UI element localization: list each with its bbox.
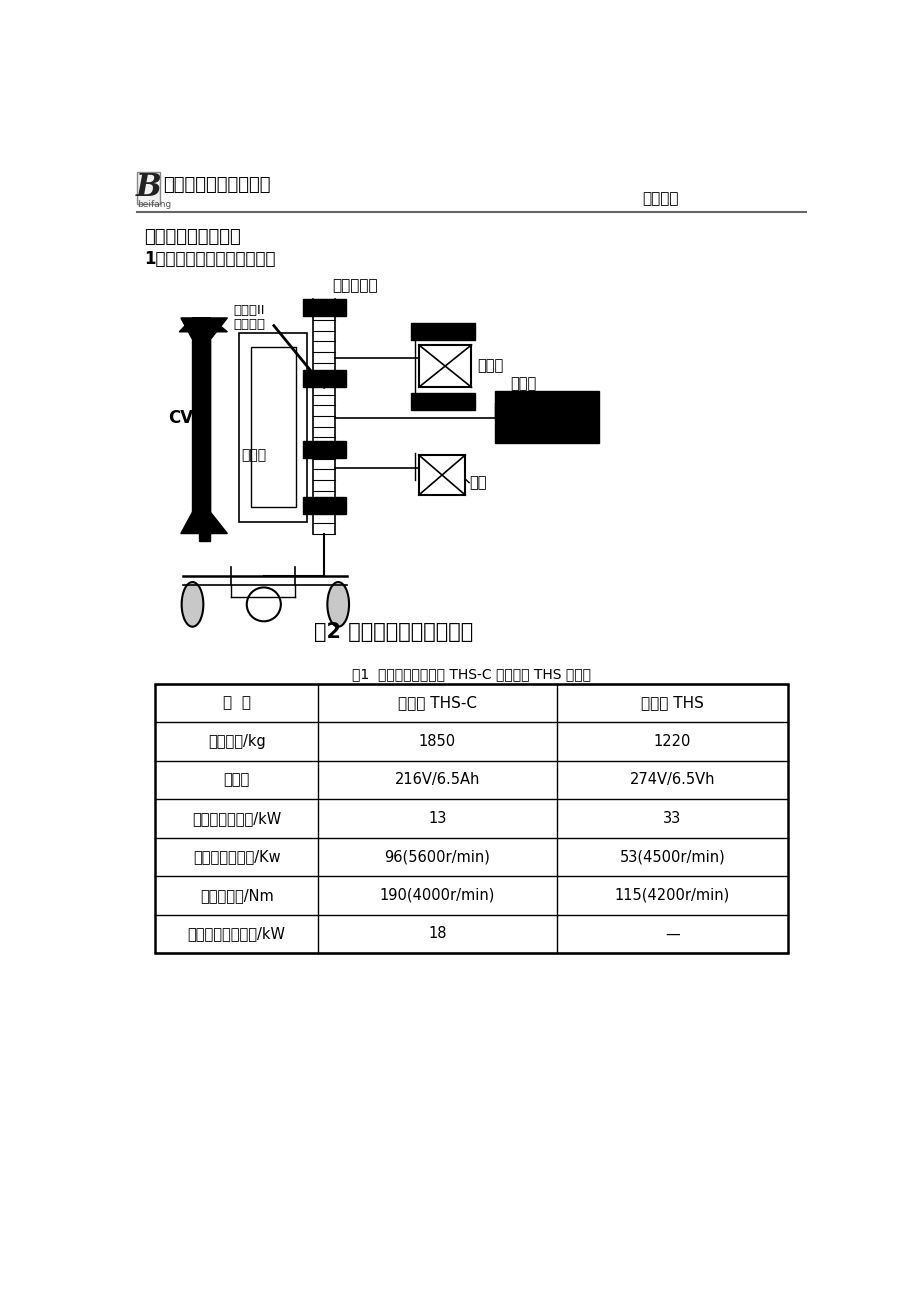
- Polygon shape: [192, 318, 210, 333]
- Text: 190(4000r/min): 190(4000r/min): [380, 888, 494, 904]
- Text: 表1  大霸王混合动力车 THS-C 与普瑞斯 THS 对比表: 表1 大霸王混合动力车 THS-C 与普瑞斯 THS 对比表: [352, 668, 590, 681]
- Text: —: —: [664, 927, 679, 941]
- Text: 大霸王 THS-C: 大霸王 THS-C: [398, 695, 476, 711]
- Circle shape: [498, 408, 516, 427]
- Text: 216V/6.5Ah: 216V/6.5Ah: [394, 772, 480, 788]
- Text: 离合器: 离合器: [241, 448, 267, 462]
- Text: 齿环: 齿环: [469, 475, 486, 491]
- Text: 蓄电池: 蓄电池: [223, 772, 250, 788]
- Polygon shape: [181, 512, 227, 534]
- Text: 274V/6.5Vh: 274V/6.5Vh: [629, 772, 714, 788]
- Text: 动力转换器: 动力转换器: [332, 279, 378, 293]
- Text: 项  目: 项 目: [222, 695, 250, 711]
- Bar: [192, 340, 210, 512]
- Text: 电动汽车: 电动汽车: [641, 191, 678, 206]
- Bar: [302, 370, 346, 387]
- Bar: [155, 684, 787, 953]
- Text: 普瑞斯 THS: 普瑞斯 THS: [641, 695, 703, 711]
- Text: 1850: 1850: [418, 734, 456, 749]
- Circle shape: [546, 408, 564, 427]
- Ellipse shape: [181, 582, 203, 626]
- Bar: [137, 172, 160, 204]
- Circle shape: [570, 408, 589, 427]
- Text: 96(5600r/min): 96(5600r/min): [384, 849, 490, 865]
- Circle shape: [522, 408, 540, 427]
- Text: 中国北方汽车教育集团: 中国北方汽车教育集团: [163, 176, 270, 194]
- Bar: [411, 393, 475, 410]
- Text: 后电动机输出功率/kW: 后电动机输出功率/kW: [187, 927, 286, 941]
- Bar: [199, 318, 210, 542]
- Bar: [302, 496, 346, 513]
- Ellipse shape: [327, 582, 348, 626]
- Bar: [302, 298, 346, 315]
- Text: 发动机输出功率/Kw: 发动机输出功率/Kw: [193, 849, 280, 865]
- Polygon shape: [181, 318, 227, 340]
- Bar: [411, 323, 475, 340]
- Text: 发动机转矩/Nm: 发动机转矩/Nm: [199, 888, 273, 904]
- Text: 53(4500r/min): 53(4500r/min): [618, 849, 724, 865]
- Text: 图2 前驱动组件的结构简图: 图2 前驱动组件的结构简图: [314, 622, 473, 642]
- Text: 1、电动机行驶与发动机行驶: 1、电动机行驶与发动机行驶: [144, 250, 276, 268]
- Bar: [250, 348, 295, 508]
- Bar: [418, 345, 471, 387]
- Text: B: B: [135, 172, 161, 203]
- Text: 18: 18: [427, 927, 446, 941]
- Text: 13: 13: [427, 811, 446, 825]
- Text: 离合器II: 离合器II: [233, 303, 265, 316]
- Text: CVT: CVT: [167, 409, 204, 427]
- Bar: [494, 391, 598, 444]
- Circle shape: [246, 587, 280, 621]
- Text: beifang: beifang: [137, 201, 171, 210]
- Text: 行星齿轮: 行星齿轮: [233, 318, 266, 331]
- Text: 发动机: 发动机: [510, 376, 536, 391]
- Bar: [418, 454, 465, 495]
- Text: 空车质量/kg: 空车质量/kg: [208, 734, 266, 749]
- Text: 前电机输出功率/kW: 前电机输出功率/kW: [192, 811, 281, 825]
- Polygon shape: [179, 318, 227, 332]
- Bar: [302, 441, 346, 458]
- Text: 电动机: 电动机: [477, 358, 504, 374]
- Text: 33: 33: [663, 811, 681, 825]
- Text: 二、系统的工作原理: 二、系统的工作原理: [144, 228, 241, 246]
- Text: 115(4200r/min): 115(4200r/min): [614, 888, 729, 904]
- Bar: [239, 333, 307, 522]
- Text: 1220: 1220: [652, 734, 690, 749]
